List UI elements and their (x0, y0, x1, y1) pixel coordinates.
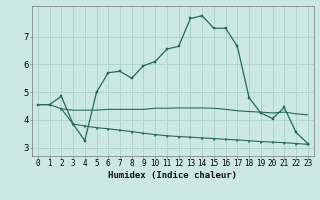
X-axis label: Humidex (Indice chaleur): Humidex (Indice chaleur) (108, 171, 237, 180)
